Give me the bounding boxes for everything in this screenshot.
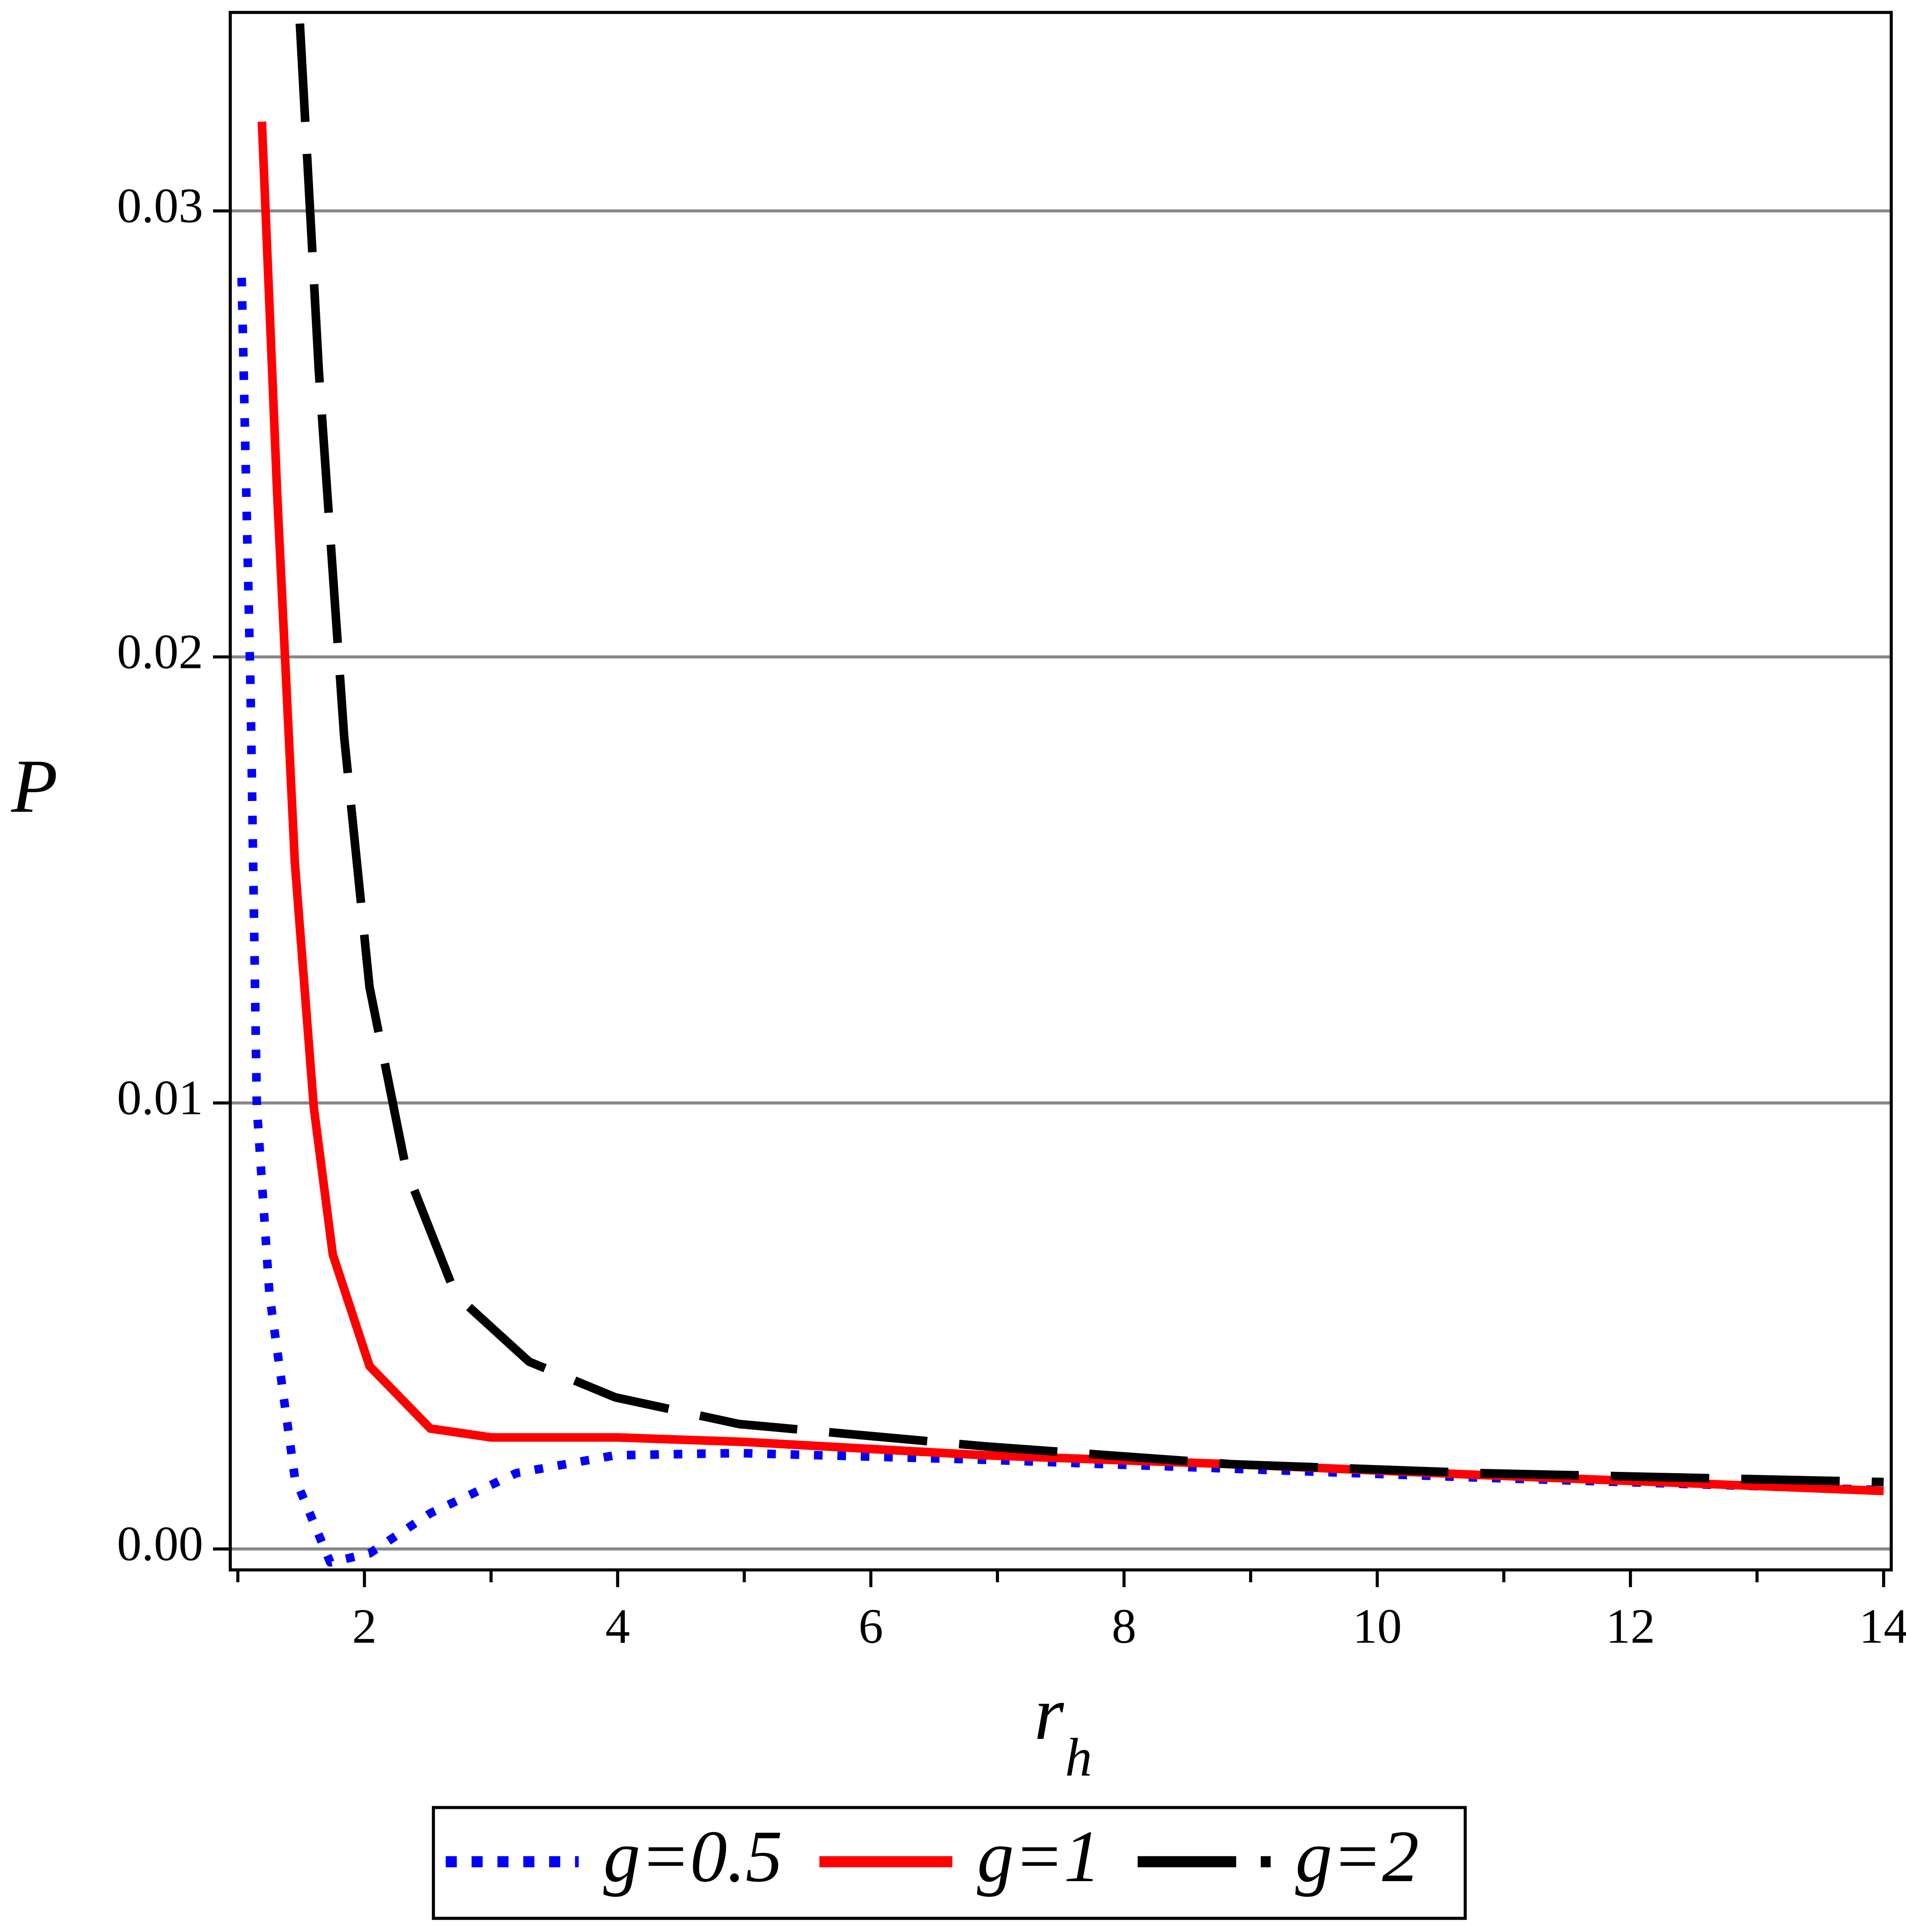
y-tick-label: 0.02 xyxy=(117,624,204,679)
x-tick-label: 14 xyxy=(1859,1599,1906,1654)
x-tick-label: 4 xyxy=(606,1599,630,1654)
x-tick-label: 6 xyxy=(859,1599,884,1654)
x-tick-label: 2 xyxy=(352,1599,377,1654)
x-axis-label-subscript: h xyxy=(1065,1728,1092,1787)
x-tick-label: 10 xyxy=(1353,1599,1402,1654)
data-line xyxy=(296,23,1884,1486)
legend-label: g=1 xyxy=(977,1816,1101,1897)
plot-frame xyxy=(228,11,1893,1572)
x-tick-label: 12 xyxy=(1606,1599,1655,1654)
plot-area xyxy=(237,23,1884,1567)
axes: 0.00 0.01 0.02 0.03 2 4 6 8 10 12 14 xyxy=(117,178,1906,1654)
y-tick-label: 0.00 xyxy=(117,1516,204,1571)
y-tick-label: 0.03 xyxy=(117,178,204,233)
y-axis-label: P xyxy=(11,744,58,828)
x-axis-label: r xyxy=(1034,1671,1064,1755)
legend-label: g=0.5 xyxy=(603,1816,783,1897)
y-tick-label: 0.01 xyxy=(117,1070,204,1125)
legend-label: g=2 xyxy=(1295,1816,1419,1897)
x-tick-label: 8 xyxy=(1112,1599,1137,1654)
legend: g=0.5 g=1 g=2 xyxy=(446,1816,1419,1897)
grid xyxy=(230,209,1891,1551)
data-line xyxy=(257,121,1884,1495)
data-line xyxy=(237,278,1884,1567)
